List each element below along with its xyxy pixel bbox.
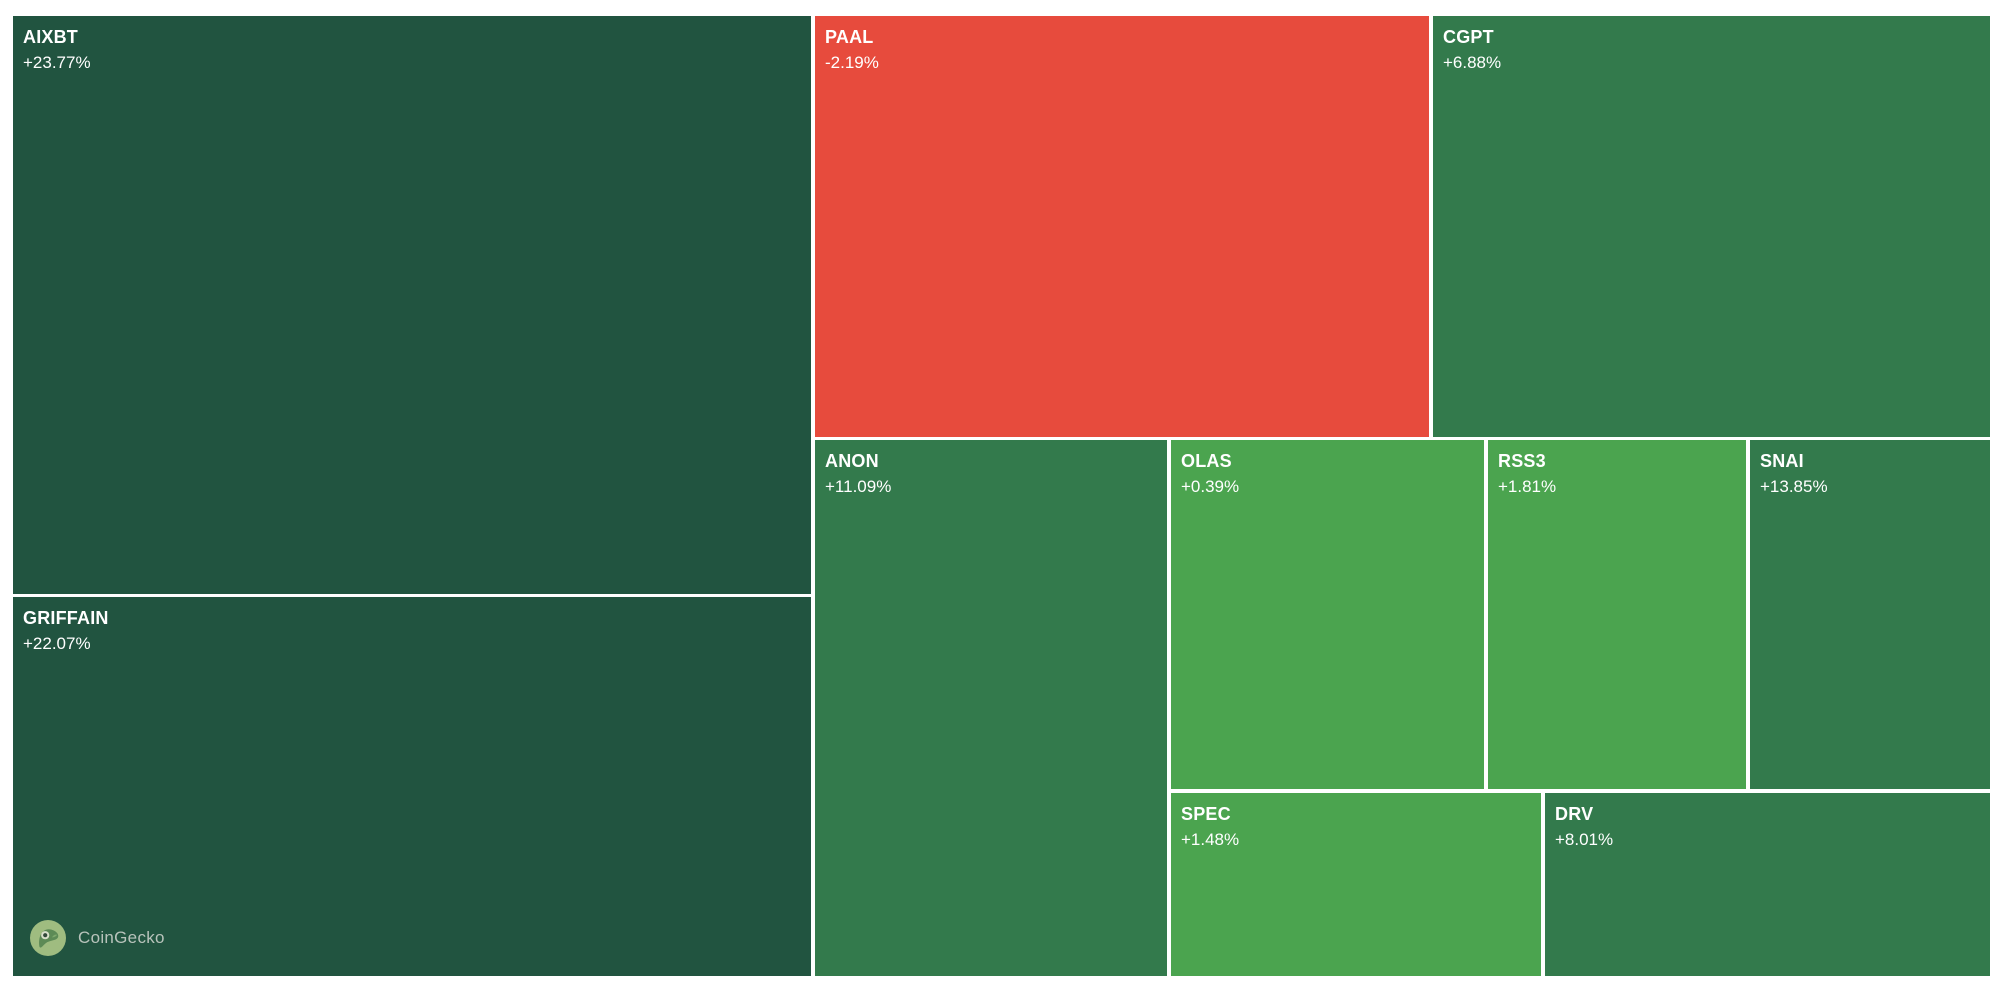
treemap-tile-olas[interactable]: OLAS +0.39%: [1171, 440, 1484, 789]
tile-symbol: GRIFFAIN: [23, 608, 109, 628]
tile-change: +22.07%: [23, 634, 91, 653]
treemap-tile-snai[interactable]: SNAI +13.85%: [1750, 440, 1990, 789]
tile-change: +11.09%: [825, 477, 892, 496]
treemap-tile-drv[interactable]: DRV +8.01%: [1545, 793, 1990, 976]
tile-change: +1.48%: [1181, 830, 1240, 849]
tile-symbol: RSS3: [1498, 451, 1546, 471]
tile-symbol: OLAS: [1181, 451, 1232, 471]
tile-symbol: SNAI: [1760, 451, 1804, 471]
tile-symbol: ANON: [825, 451, 879, 471]
tile-symbol: DRV: [1555, 804, 1594, 824]
tile-change: +0.39%: [1181, 477, 1240, 496]
treemap-tile-cgpt[interactable]: CGPT +6.88%: [1433, 16, 1990, 437]
tile-change: +13.85%: [1760, 477, 1828, 496]
tile-change: +1.81%: [1498, 477, 1557, 496]
tile-change: +6.88%: [1443, 53, 1502, 72]
tile-symbol: AIXBT: [23, 27, 78, 47]
tile-symbol: CGPT: [1443, 27, 1494, 47]
tile-symbol: PAAL: [825, 27, 874, 47]
tile-change: +8.01%: [1555, 830, 1614, 849]
tile-change: -2.19%: [825, 53, 879, 72]
treemap-tile-paal[interactable]: PAAL -2.19%: [815, 16, 1429, 437]
coingecko-attribution[interactable]: CoinGecko: [30, 920, 165, 956]
crypto-heatmap-treemap: AIXBT +23.77% GRIFFAIN +22.07% PAAL -2.1…: [13, 16, 1990, 976]
treemap-tile-spec[interactable]: SPEC +1.48%: [1171, 793, 1541, 976]
coingecko-gecko-icon: [30, 920, 66, 956]
tile-symbol: SPEC: [1181, 804, 1231, 824]
coingecko-wordmark: CoinGecko: [78, 928, 165, 947]
treemap-tile-anon[interactable]: ANON +11.09%: [815, 440, 1167, 976]
treemap-tile-rss3[interactable]: RSS3 +1.81%: [1488, 440, 1746, 789]
treemap-tile-griffain[interactable]: GRIFFAIN +22.07%: [13, 597, 811, 976]
treemap-tile-aixbt[interactable]: AIXBT +23.77%: [13, 16, 811, 594]
tile-change: +23.77%: [23, 53, 91, 72]
